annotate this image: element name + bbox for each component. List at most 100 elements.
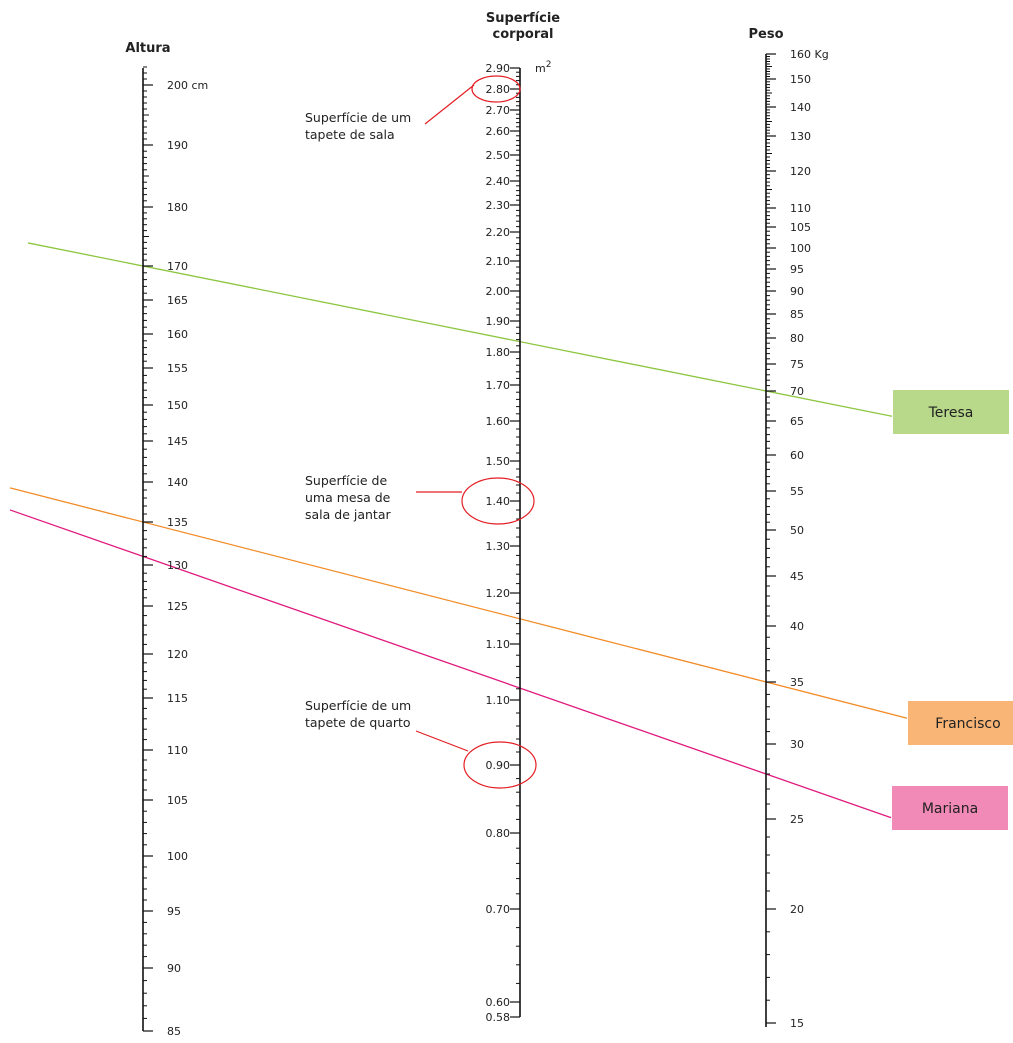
weight-tick-label: 45 — [790, 570, 804, 583]
surface-tick-label: 1.50 — [486, 455, 511, 468]
height-tick-label: 145 — [167, 435, 188, 448]
surface-tick-label: 1.10 — [486, 638, 511, 651]
surface-tick-label: 2.70 — [486, 104, 511, 117]
weight-tick-label: 130 — [790, 130, 811, 143]
height-tick-label: 100 — [167, 850, 188, 863]
weight-tick-label: 15 — [790, 1017, 804, 1030]
person-line-francisco — [9, 487, 908, 719]
height-tick-label: 165 — [167, 294, 188, 307]
height-tick-label: 180 — [167, 201, 188, 214]
person-name: Mariana — [922, 801, 978, 817]
height-tick-label: 170 — [167, 260, 188, 273]
weight-tick-label: 160 Kg — [790, 48, 829, 61]
height-tick-label: 140 — [167, 476, 188, 489]
height-tick-label: 160 — [167, 328, 188, 341]
surface-axis-title: corporal — [493, 27, 554, 42]
weight-axis-title: Peso — [748, 27, 783, 42]
surface-tick-label: 1.80 — [486, 346, 511, 359]
surface-tick-label: 0.70 — [486, 903, 511, 916]
height-tick-label: 95 — [167, 905, 181, 918]
annotation-text: Superfície de — [305, 473, 387, 488]
weight-tick-label: 120 — [790, 165, 811, 178]
surface-tick-label: 2.90 — [486, 62, 511, 75]
surface-tick-label: 2.40 — [486, 175, 511, 188]
weight-tick-label: 80 — [790, 332, 804, 345]
scales: 200 cm1901801701651601551501451401351301… — [125, 11, 828, 1038]
weight-tick-label: 35 — [790, 676, 804, 689]
height-tick-label: 85 — [167, 1025, 181, 1038]
weight-tick-label: 40 — [790, 620, 804, 633]
weight-tick-label: 140 — [790, 101, 811, 114]
weight-scale: 160 Kg 150 140 130 120 110 105 100 95 90 85 80 75 70 6… — [748, 27, 828, 1030]
surface-tick-label: 0.60 — [486, 996, 511, 1009]
weight-tick-label: 50 — [790, 524, 804, 537]
person-name: Teresa — [928, 405, 974, 421]
surface-tick-label: 2.60 — [486, 125, 511, 138]
weight-tick-label: 85 — [790, 308, 804, 321]
person-name: Francisco — [935, 716, 1000, 732]
surface-tick-label: 2.50 — [486, 149, 511, 162]
annotation-1: Superfície de um tapete de sala — [305, 75, 521, 142]
annotation-text: uma mesa de — [305, 490, 391, 505]
surface-tick-label: 2.00 — [486, 285, 511, 298]
height-tick-label: 150 — [167, 399, 188, 412]
surface-unit: m2 — [535, 60, 551, 75]
annotation-text: sala de jantar — [305, 507, 391, 522]
annotation-circle — [463, 741, 537, 789]
person-label-box-teresa — [893, 390, 1009, 434]
height-tick-label: 125 — [167, 600, 188, 613]
weight-tick-label: 30 — [790, 738, 804, 751]
surface-tick-label: 1.40 — [486, 495, 511, 508]
surface-tick-label: 0.80 — [486, 827, 511, 840]
height-tick-label: 105 — [167, 794, 188, 807]
weight-tick-label: 100 — [790, 242, 811, 255]
surface-tick-label: 0.90 — [486, 759, 511, 772]
surface-tick-label: 1.90 — [486, 315, 511, 328]
surface-tick-label: 1.60 — [486, 415, 511, 428]
surface-tick-label: 1.20 — [486, 587, 511, 600]
surface-tick-label: 2.10 — [486, 255, 511, 268]
surface-axis-title: Superfície — [486, 11, 560, 26]
height-tick-label: 90 — [167, 962, 181, 975]
annotation-text: tapete de sala — [305, 127, 395, 142]
weight-tick-label: 25 — [790, 813, 804, 826]
weight-tick-label: 95 — [790, 263, 804, 276]
person-label-box-francisco — [908, 701, 1013, 745]
surface-scale: 2.90 2.80 2.70 2.60 2.50 2.40 2.30 2.20 2.10 2.00… — [486, 11, 561, 1024]
person-line-teresa — [27, 242, 893, 417]
weight-tick-label: 65 — [790, 415, 804, 428]
annotation-text: tapete de quarto — [305, 715, 411, 730]
surface-tick-label: 2.80 — [486, 83, 511, 96]
annotation-circle — [461, 477, 535, 525]
height-tick-label: 130 — [167, 559, 188, 572]
weight-tick-label: 90 — [790, 285, 804, 298]
person-lines — [9, 242, 908, 819]
surface-tick-label: 2.30 — [486, 199, 511, 212]
height-scale: 200 cm 190 180 170 165 160 155 150 145 140 135 130 1… — [125, 41, 208, 1038]
height-tick-label: 190 — [167, 139, 188, 152]
height-tick-label: 155 — [167, 362, 188, 375]
weight-tick-label: 55 — [790, 485, 804, 498]
annotation-circle — [471, 75, 521, 103]
weight-tick-label: 20 — [790, 903, 804, 916]
height-tick-label: 200 cm — [167, 79, 208, 92]
height-tick-label: 120 — [167, 648, 188, 661]
person-labels: Teresa Francisco Mariana — [892, 390, 1013, 830]
person-line-mariana — [9, 509, 892, 819]
person-label-box-mariana — [892, 786, 1008, 830]
annotation-text: Superfície de um — [305, 110, 411, 125]
weight-tick-label: 105 — [790, 221, 811, 234]
height-axis-title: Altura — [125, 41, 170, 56]
surface-tick-label: 1.30 — [486, 540, 511, 553]
weight-tick-label: 150 — [790, 73, 811, 86]
surface-tick-label: 1.10 — [486, 694, 511, 707]
weight-tick-label: 110 — [790, 202, 811, 215]
annotation-pointer — [424, 84, 475, 125]
surface-tick-label: 2.20 — [486, 226, 511, 239]
annotation-3: Superfície de um tapete de quarto — [305, 698, 537, 789]
surface-tick-label: 1.70 — [486, 379, 511, 392]
weight-tick-label: 75 — [790, 358, 804, 371]
